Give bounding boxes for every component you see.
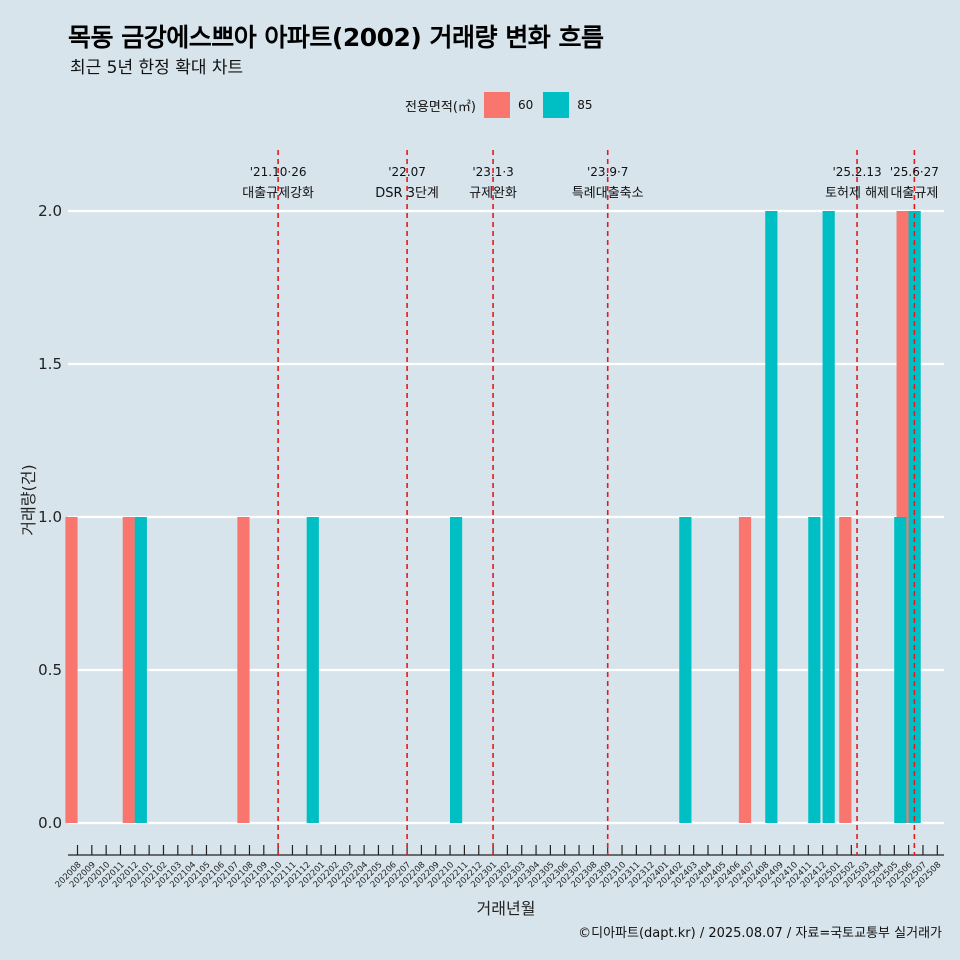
event-name-label: 규제완화 (469, 186, 517, 201)
x-axis-title: 거래년월 (477, 899, 536, 918)
legend-key-60 (483, 92, 510, 118)
y-tick-label: 0.5 (38, 661, 62, 679)
bar-85-202411 (808, 517, 821, 823)
event-name-label: 대출규제 (890, 186, 938, 201)
source-caption: ©디아파트(dapt.kr) / 2025.08.07 / 자료=국토교통부 실… (578, 926, 942, 941)
y-tick-label: 2.0 (38, 202, 62, 220)
event-name-label: 토허제 해제 (825, 186, 889, 201)
legend: 전용면적(㎡) 60 85 (405, 92, 603, 118)
legend-title: 전용면적(㎡) (405, 99, 476, 115)
bar-85-202012 (134, 517, 147, 823)
y-tick-label: 1.0 (38, 508, 62, 526)
bar-60-202012 (122, 517, 135, 823)
legend-label-60: 60 (517, 98, 534, 112)
bar-85-202210 (449, 517, 463, 823)
legend-label-85: 85 (577, 98, 593, 112)
event-date-label: '25.2.13 (832, 165, 881, 179)
event-name-label: 특례대출축소 (572, 186, 644, 201)
bar-85-202402 (679, 517, 692, 823)
legend-key-85 (543, 92, 570, 118)
bar-85-202408 (765, 211, 778, 823)
bar-85-202506 (908, 211, 921, 823)
event-date-label: '22.07 (388, 165, 426, 179)
event-date-label: '23.9·7 (587, 165, 628, 179)
chart-title: 목동 금강에스쁘아 아파트(2002) 거래량 변화 흐름 (68, 23, 604, 52)
bar-85-202412 (822, 211, 835, 823)
event-name-label: 대출규제강화 (242, 186, 314, 201)
bar-85-202112 (306, 517, 319, 823)
bar-60-202502 (839, 517, 852, 823)
bar-60-202008 (65, 517, 78, 823)
bar-85-202505 (894, 517, 907, 823)
event-date-label: '23.1·3 (472, 165, 513, 179)
bar-60-202108 (237, 517, 250, 823)
event-name-label: DSR 3단계 (375, 186, 439, 201)
y-tick-label: 0.0 (38, 814, 62, 832)
y-tick-label: 1.5 (38, 355, 62, 373)
y-axis-title: 거래량(건) (19, 464, 38, 535)
chart-subtitle: 최근 5년 한정 확대 차트 (70, 58, 244, 78)
bar-60-202407 (738, 517, 752, 823)
event-date-label: '25.6·27 (890, 165, 939, 179)
event-date-label: '21.10·26 (250, 165, 307, 179)
